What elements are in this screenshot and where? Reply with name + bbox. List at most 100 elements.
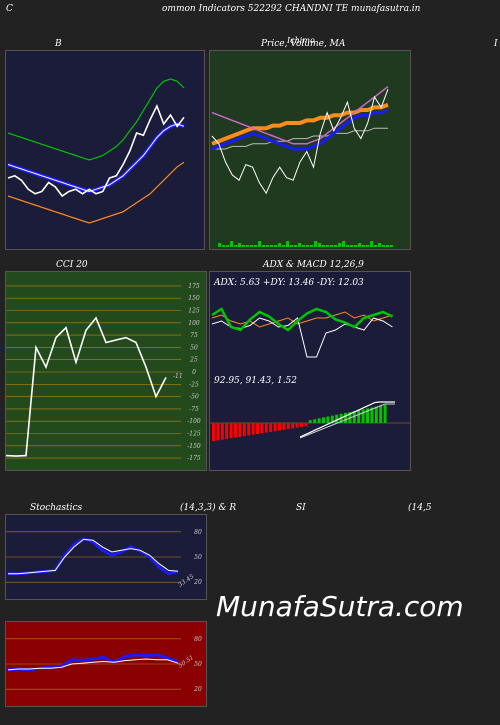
volume-bar bbox=[342, 241, 345, 247]
cci-title: CCI 20 bbox=[56, 260, 88, 270]
macd-hist-bar bbox=[229, 423, 233, 439]
volume-bar bbox=[350, 245, 353, 247]
macd-hist-bar bbox=[357, 410, 361, 423]
macd-hist-bar bbox=[300, 423, 303, 427]
volume-bar bbox=[218, 243, 221, 247]
cci-tick-label: 50 bbox=[190, 344, 198, 351]
bb-price-line bbox=[7, 103, 185, 198]
macd-line bbox=[299, 401, 395, 438]
cci-last-value: -11 bbox=[173, 373, 183, 380]
rsi-chart: 80 50 20 50.51 bbox=[6, 636, 202, 693]
volume-bar bbox=[278, 243, 281, 247]
rsi-tick-label: 80 bbox=[194, 636, 202, 643]
macd-hist-bar bbox=[361, 409, 365, 423]
macd-hist-bar bbox=[330, 415, 334, 423]
cci-tick-label: 100 bbox=[188, 320, 200, 327]
volume-bar bbox=[334, 245, 337, 247]
macd-values: 92.95, 91.43, 1.52 bbox=[214, 376, 297, 386]
macd-hist-bar bbox=[344, 412, 347, 423]
volume-bar bbox=[226, 245, 229, 247]
stoch-last-value: 33.45 bbox=[177, 573, 195, 589]
stoch-tick-label: 80 bbox=[194, 529, 202, 536]
volume-bar bbox=[362, 245, 365, 247]
header-letter: C bbox=[6, 4, 13, 14]
macd-hist-bar bbox=[322, 417, 325, 423]
volume-bar bbox=[382, 245, 385, 247]
volume-bar bbox=[354, 245, 357, 247]
volume-bar bbox=[282, 245, 285, 247]
cci-tick-label: 25 bbox=[189, 357, 198, 364]
macd-signal-line bbox=[299, 403, 395, 439]
macd-hist-bar bbox=[220, 423, 224, 440]
cci-tick-label: -100 bbox=[187, 418, 201, 425]
volume-bar bbox=[274, 245, 277, 247]
price-ma-long bbox=[212, 127, 388, 150]
rsi-tick-label: 50 bbox=[194, 661, 202, 668]
stoch-params: (14,3,3) & R bbox=[180, 503, 237, 513]
adx-macd-chart: ADX: 5.63 +DY: 13.46 -DY: 12.03 92.95, 9… bbox=[210, 278, 410, 441]
cci-tick-label: 125 bbox=[188, 308, 200, 315]
macd-hist-bar bbox=[370, 407, 374, 423]
cci-chart: 175 150 125 100 75 50 25 0 -25 -50 -75 -100 -125 -150… bbox=[5, 283, 201, 462]
right-edge-title: I bbox=[494, 39, 498, 49]
bb-title: B bbox=[55, 39, 62, 49]
macd-hist-bar bbox=[216, 423, 220, 441]
watermark: MunafaSutra.com bbox=[216, 590, 464, 623]
volume-bar bbox=[286, 241, 289, 247]
adx-title: ADX & MACD 12,26,9 bbox=[263, 260, 364, 270]
stoch-k-line bbox=[8, 536, 179, 576]
macd-hist-bar bbox=[247, 423, 251, 436]
macd-hist-bar bbox=[273, 423, 277, 432]
rsi-panel: 80 50 20 50.51 bbox=[5, 621, 207, 707]
cci-tick-label: 75 bbox=[190, 332, 198, 339]
volume-bar bbox=[386, 245, 389, 247]
stochastics-panel: 80 50 20 33.45 bbox=[5, 514, 207, 600]
volume-bar bbox=[234, 245, 237, 247]
volume-bar bbox=[246, 245, 249, 247]
volume-bar bbox=[310, 245, 313, 247]
cci-tick-label: 175 bbox=[188, 283, 200, 290]
macd-hist-bar bbox=[260, 423, 264, 434]
rsi-last-value: 50.51 bbox=[177, 654, 195, 670]
macd-hist-bar bbox=[282, 423, 286, 430]
adx-values: ADX: 5.63 +DY: 13.46 -DY: 12.03 bbox=[213, 278, 364, 288]
macd-hist-bar bbox=[251, 423, 255, 435]
page-title: ommon Indicators 522292 CHANDNI TE munaf… bbox=[162, 4, 421, 14]
macd-hist-bar bbox=[366, 408, 369, 423]
cci-line bbox=[5, 316, 167, 457]
volume-bar bbox=[262, 245, 265, 247]
volume-bar bbox=[338, 243, 341, 247]
macd-hist-bar bbox=[304, 423, 308, 427]
volume-bar bbox=[298, 243, 301, 247]
volume-bar bbox=[306, 245, 309, 247]
cci-tick-label: -25 bbox=[189, 381, 199, 388]
rsi-title: SI bbox=[296, 503, 306, 513]
volume-bar bbox=[390, 245, 393, 247]
volume-bar bbox=[250, 245, 253, 247]
macd-hist-bar bbox=[256, 423, 259, 434]
price-ma-orange bbox=[211, 102, 389, 146]
volume-bar bbox=[266, 245, 269, 247]
macd-hist-bar bbox=[269, 423, 273, 432]
macd-hist-bar bbox=[379, 405, 383, 423]
macd-hist-bar bbox=[383, 404, 387, 423]
cci-tick-label: -125 bbox=[187, 430, 201, 437]
cci-tick-label: -150 bbox=[187, 443, 201, 450]
macd-hist-bar bbox=[295, 423, 299, 428]
macd-hist-bar bbox=[242, 423, 246, 437]
volume-bar bbox=[290, 245, 293, 247]
volume-bar bbox=[294, 245, 297, 247]
price-title-overlap: Ichimo bbox=[287, 36, 315, 45]
volume-bar bbox=[322, 245, 325, 247]
volume-bar bbox=[366, 245, 369, 247]
bb-lower-band bbox=[7, 161, 185, 224]
macd-hist-bar bbox=[348, 412, 352, 423]
macd-hist-bar bbox=[278, 423, 281, 431]
price-panel bbox=[209, 50, 411, 250]
volume-bar bbox=[326, 245, 329, 247]
macd-hist-bar bbox=[326, 416, 330, 423]
adx-line bbox=[211, 307, 394, 332]
volume-bar bbox=[258, 241, 261, 247]
cci-panel: 175 150 125 100 75 50 25 0 -25 -50 -75 -100 -125 -150… bbox=[5, 271, 207, 471]
